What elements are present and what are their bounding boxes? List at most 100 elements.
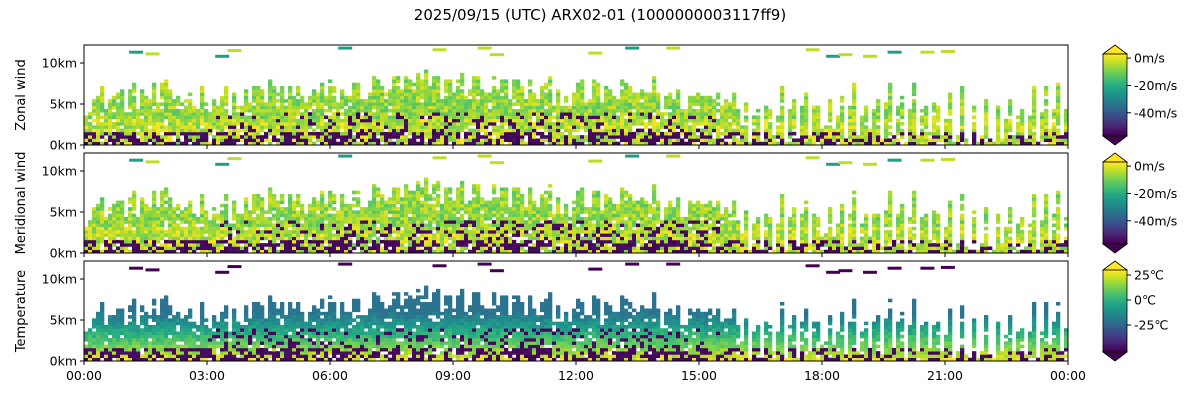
heatmap-cell (676, 122, 681, 126)
heatmap-cell (692, 138, 697, 143)
heatmap-cell (220, 115, 225, 120)
heatmap-cell (364, 226, 369, 231)
heatmap-cell (152, 213, 157, 218)
heatmap-cell (276, 118, 281, 123)
heatmap-cell (108, 249, 113, 254)
heatmap-cell (236, 223, 241, 228)
heatmap-cell (248, 102, 253, 106)
heatmap-cell (752, 115, 757, 120)
heatmap-cell (528, 207, 533, 211)
heatmap-cell (932, 115, 937, 120)
heatmap-cell (524, 233, 529, 237)
heatmap-cell (388, 220, 393, 224)
heatmap-cell (416, 213, 421, 218)
heatmap-cell (652, 135, 657, 139)
heatmap-cell (388, 226, 393, 231)
heatmap-cell (160, 200, 165, 205)
heatmap-cell (848, 128, 853, 133)
heatmap-cell (477, 46, 492, 50)
heatmap-cell (492, 200, 497, 205)
heatmap-cell (596, 135, 601, 139)
heatmap-cell (460, 92, 465, 97)
heatmap-cell (228, 122, 233, 126)
heatmap-cell (924, 131, 929, 136)
heatmap-cell (308, 210, 313, 214)
heatmap-cell (432, 115, 437, 120)
heatmap-cell (596, 112, 601, 116)
heatmap-cell (252, 112, 257, 116)
heatmap-cell (280, 112, 285, 116)
heatmap-cell (704, 102, 709, 106)
heatmap-cell (136, 112, 141, 116)
heatmap-cell (420, 187, 425, 192)
heatmap-cell (504, 99, 509, 103)
heatmap-cell (540, 122, 545, 126)
heatmap-cell (512, 141, 517, 146)
heatmap-cell (548, 135, 553, 139)
heatmap-cell (756, 135, 761, 139)
heatmap-cell (232, 135, 237, 139)
heatmap-cell (640, 95, 645, 100)
heatmap-cell (396, 95, 401, 100)
heatmap-cell (436, 102, 441, 106)
heatmap-cell (452, 95, 457, 100)
heatmap-cell (188, 118, 193, 123)
heatmap-cell (736, 125, 741, 129)
heatmap-cell (984, 135, 989, 139)
heatmap-cell (1044, 85, 1049, 90)
heatmap-cell (380, 226, 385, 231)
heatmap-cell (376, 243, 381, 247)
heatmap-cell (228, 246, 233, 251)
heatmap-cell (840, 125, 845, 129)
heatmap-cell (320, 226, 325, 231)
heatmap-cell (792, 108, 797, 113)
heatmap-cell (312, 122, 317, 126)
heatmap-cell (452, 128, 457, 133)
heatmap-cell (1064, 108, 1069, 113)
heatmap-cell (444, 193, 449, 198)
heatmap-cell (168, 207, 173, 211)
heatmap-cell (244, 118, 249, 123)
heatmap-cell (856, 138, 861, 143)
heatmap-cell (144, 102, 149, 106)
heatmap-cell (440, 216, 445, 221)
heatmap-cell (632, 115, 637, 120)
heatmap-cell (332, 246, 337, 251)
heatmap-cell (196, 122, 201, 126)
heatmap-cell (544, 200, 549, 205)
heatmap-cells (84, 46, 1069, 146)
heatmap-cell (608, 112, 613, 116)
y-tick-label: 10km (42, 56, 77, 71)
heatmap-cell (432, 95, 437, 100)
heatmap-cell (540, 112, 545, 116)
heatmap-cell (396, 200, 401, 205)
heatmap-cell (164, 239, 169, 244)
heatmap-cell (592, 108, 597, 113)
colorbar-step (1103, 99, 1127, 102)
heatmap-cell (492, 112, 497, 116)
heatmap-cell (96, 105, 101, 110)
heatmap-cell (188, 236, 193, 241)
heatmap-cell (148, 249, 153, 254)
heatmap-cell (508, 230, 513, 234)
heatmap-cell (384, 131, 389, 136)
heatmap-cell (108, 236, 113, 241)
heatmap-cell (88, 125, 93, 129)
heatmap-cell (932, 141, 937, 146)
heatmap-cell (420, 122, 425, 126)
heatmap-cell (144, 226, 149, 231)
heatmap-cell (340, 233, 345, 237)
heatmap-cell (352, 230, 357, 234)
heatmap-cell (376, 193, 381, 198)
heatmap-cell (484, 128, 489, 133)
heatmap-cell (328, 85, 333, 90)
heatmap-cell (428, 193, 433, 198)
heatmap-cell (556, 122, 561, 126)
heatmap-cell (236, 243, 241, 247)
heatmap-cell (468, 89, 473, 93)
heatmap-cell (348, 122, 353, 126)
colorbar-step (1103, 56, 1127, 59)
heatmap-cell (276, 125, 281, 129)
heatmap-cell (168, 131, 173, 136)
heatmap-cell (792, 122, 797, 126)
